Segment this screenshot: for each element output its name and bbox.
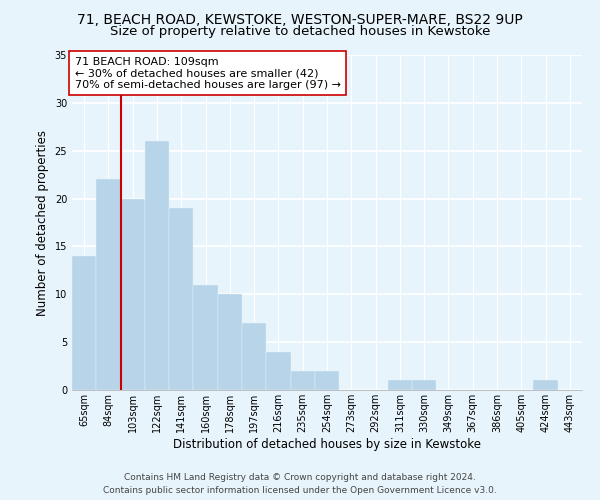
Bar <box>315 371 339 390</box>
Text: 71 BEACH ROAD: 109sqm
← 30% of detached houses are smaller (42)
70% of semi-deta: 71 BEACH ROAD: 109sqm ← 30% of detached … <box>74 56 341 90</box>
Y-axis label: Number of detached properties: Number of detached properties <box>36 130 49 316</box>
Bar <box>169 208 193 390</box>
Bar <box>218 294 242 390</box>
Bar <box>266 352 290 390</box>
Bar <box>193 284 218 390</box>
Text: Contains HM Land Registry data © Crown copyright and database right 2024.
Contai: Contains HM Land Registry data © Crown c… <box>103 474 497 495</box>
Text: Size of property relative to detached houses in Kewstoke: Size of property relative to detached ho… <box>110 25 490 38</box>
Bar <box>242 323 266 390</box>
Bar <box>388 380 412 390</box>
Bar <box>72 256 96 390</box>
Bar <box>121 198 145 390</box>
X-axis label: Distribution of detached houses by size in Kewstoke: Distribution of detached houses by size … <box>173 438 481 450</box>
Bar <box>145 141 169 390</box>
Bar <box>96 180 121 390</box>
Bar <box>412 380 436 390</box>
Bar <box>290 371 315 390</box>
Text: 71, BEACH ROAD, KEWSTOKE, WESTON-SUPER-MARE, BS22 9UP: 71, BEACH ROAD, KEWSTOKE, WESTON-SUPER-M… <box>77 12 523 26</box>
Bar <box>533 380 558 390</box>
